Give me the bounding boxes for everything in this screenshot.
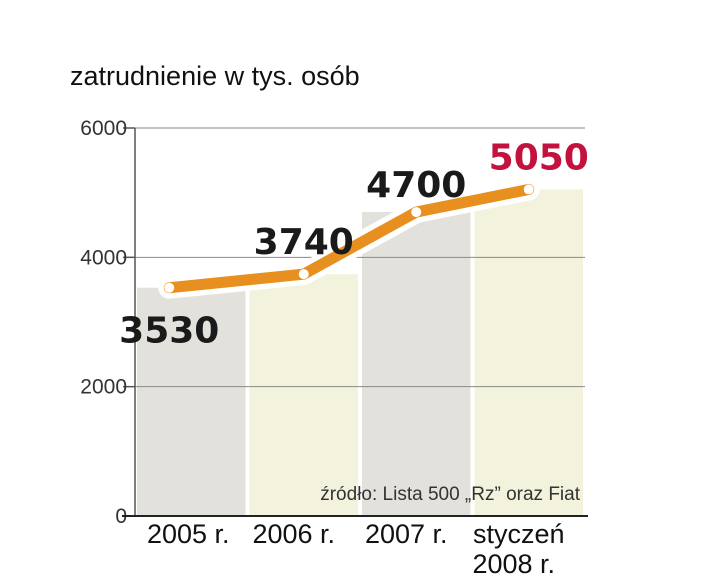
chart-title: zatrudnienie w tys. osób <box>70 61 360 91</box>
x-tick-label: styczeń 2008 r. <box>472 519 564 579</box>
x-tick-label: 2006 r. <box>252 519 335 549</box>
x-tick-label: 2007 r. <box>365 519 448 549</box>
data-label: 3740 <box>254 222 354 263</box>
data-points <box>164 184 534 293</box>
column-bar <box>474 189 583 516</box>
y-tick-label: 4000 <box>80 246 127 269</box>
data-point <box>298 269 309 280</box>
data-labels: 3530 3740 4700 5050 <box>119 137 589 351</box>
column-bar <box>249 274 358 516</box>
data-label: 3530 <box>119 311 219 352</box>
y-tick-label: 0 <box>115 505 127 528</box>
data-label: 5050 <box>489 137 589 178</box>
x-axis-labels: 2005 r. 2006 r. 2007 r. styczeń 2008 r. <box>147 519 565 579</box>
source-note: źródło: Lista 500 „Rz” oraz Fiat <box>320 484 580 505</box>
y-tick-label: 2000 <box>80 376 127 399</box>
data-point <box>411 207 422 218</box>
series-line <box>163 183 535 294</box>
data-point <box>164 282 175 293</box>
gridlines <box>135 127 585 388</box>
data-point <box>523 184 534 195</box>
x-tick-label: 2005 r. <box>147 519 230 549</box>
column-bar <box>137 287 246 516</box>
y-axis-ticks: 0 2000 4000 6000 <box>80 117 135 528</box>
data-label: 4700 <box>366 165 466 206</box>
background-columns <box>137 189 583 517</box>
series-employment <box>158 178 540 299</box>
y-tick-label: 6000 <box>80 117 127 140</box>
column-bar <box>362 212 471 517</box>
